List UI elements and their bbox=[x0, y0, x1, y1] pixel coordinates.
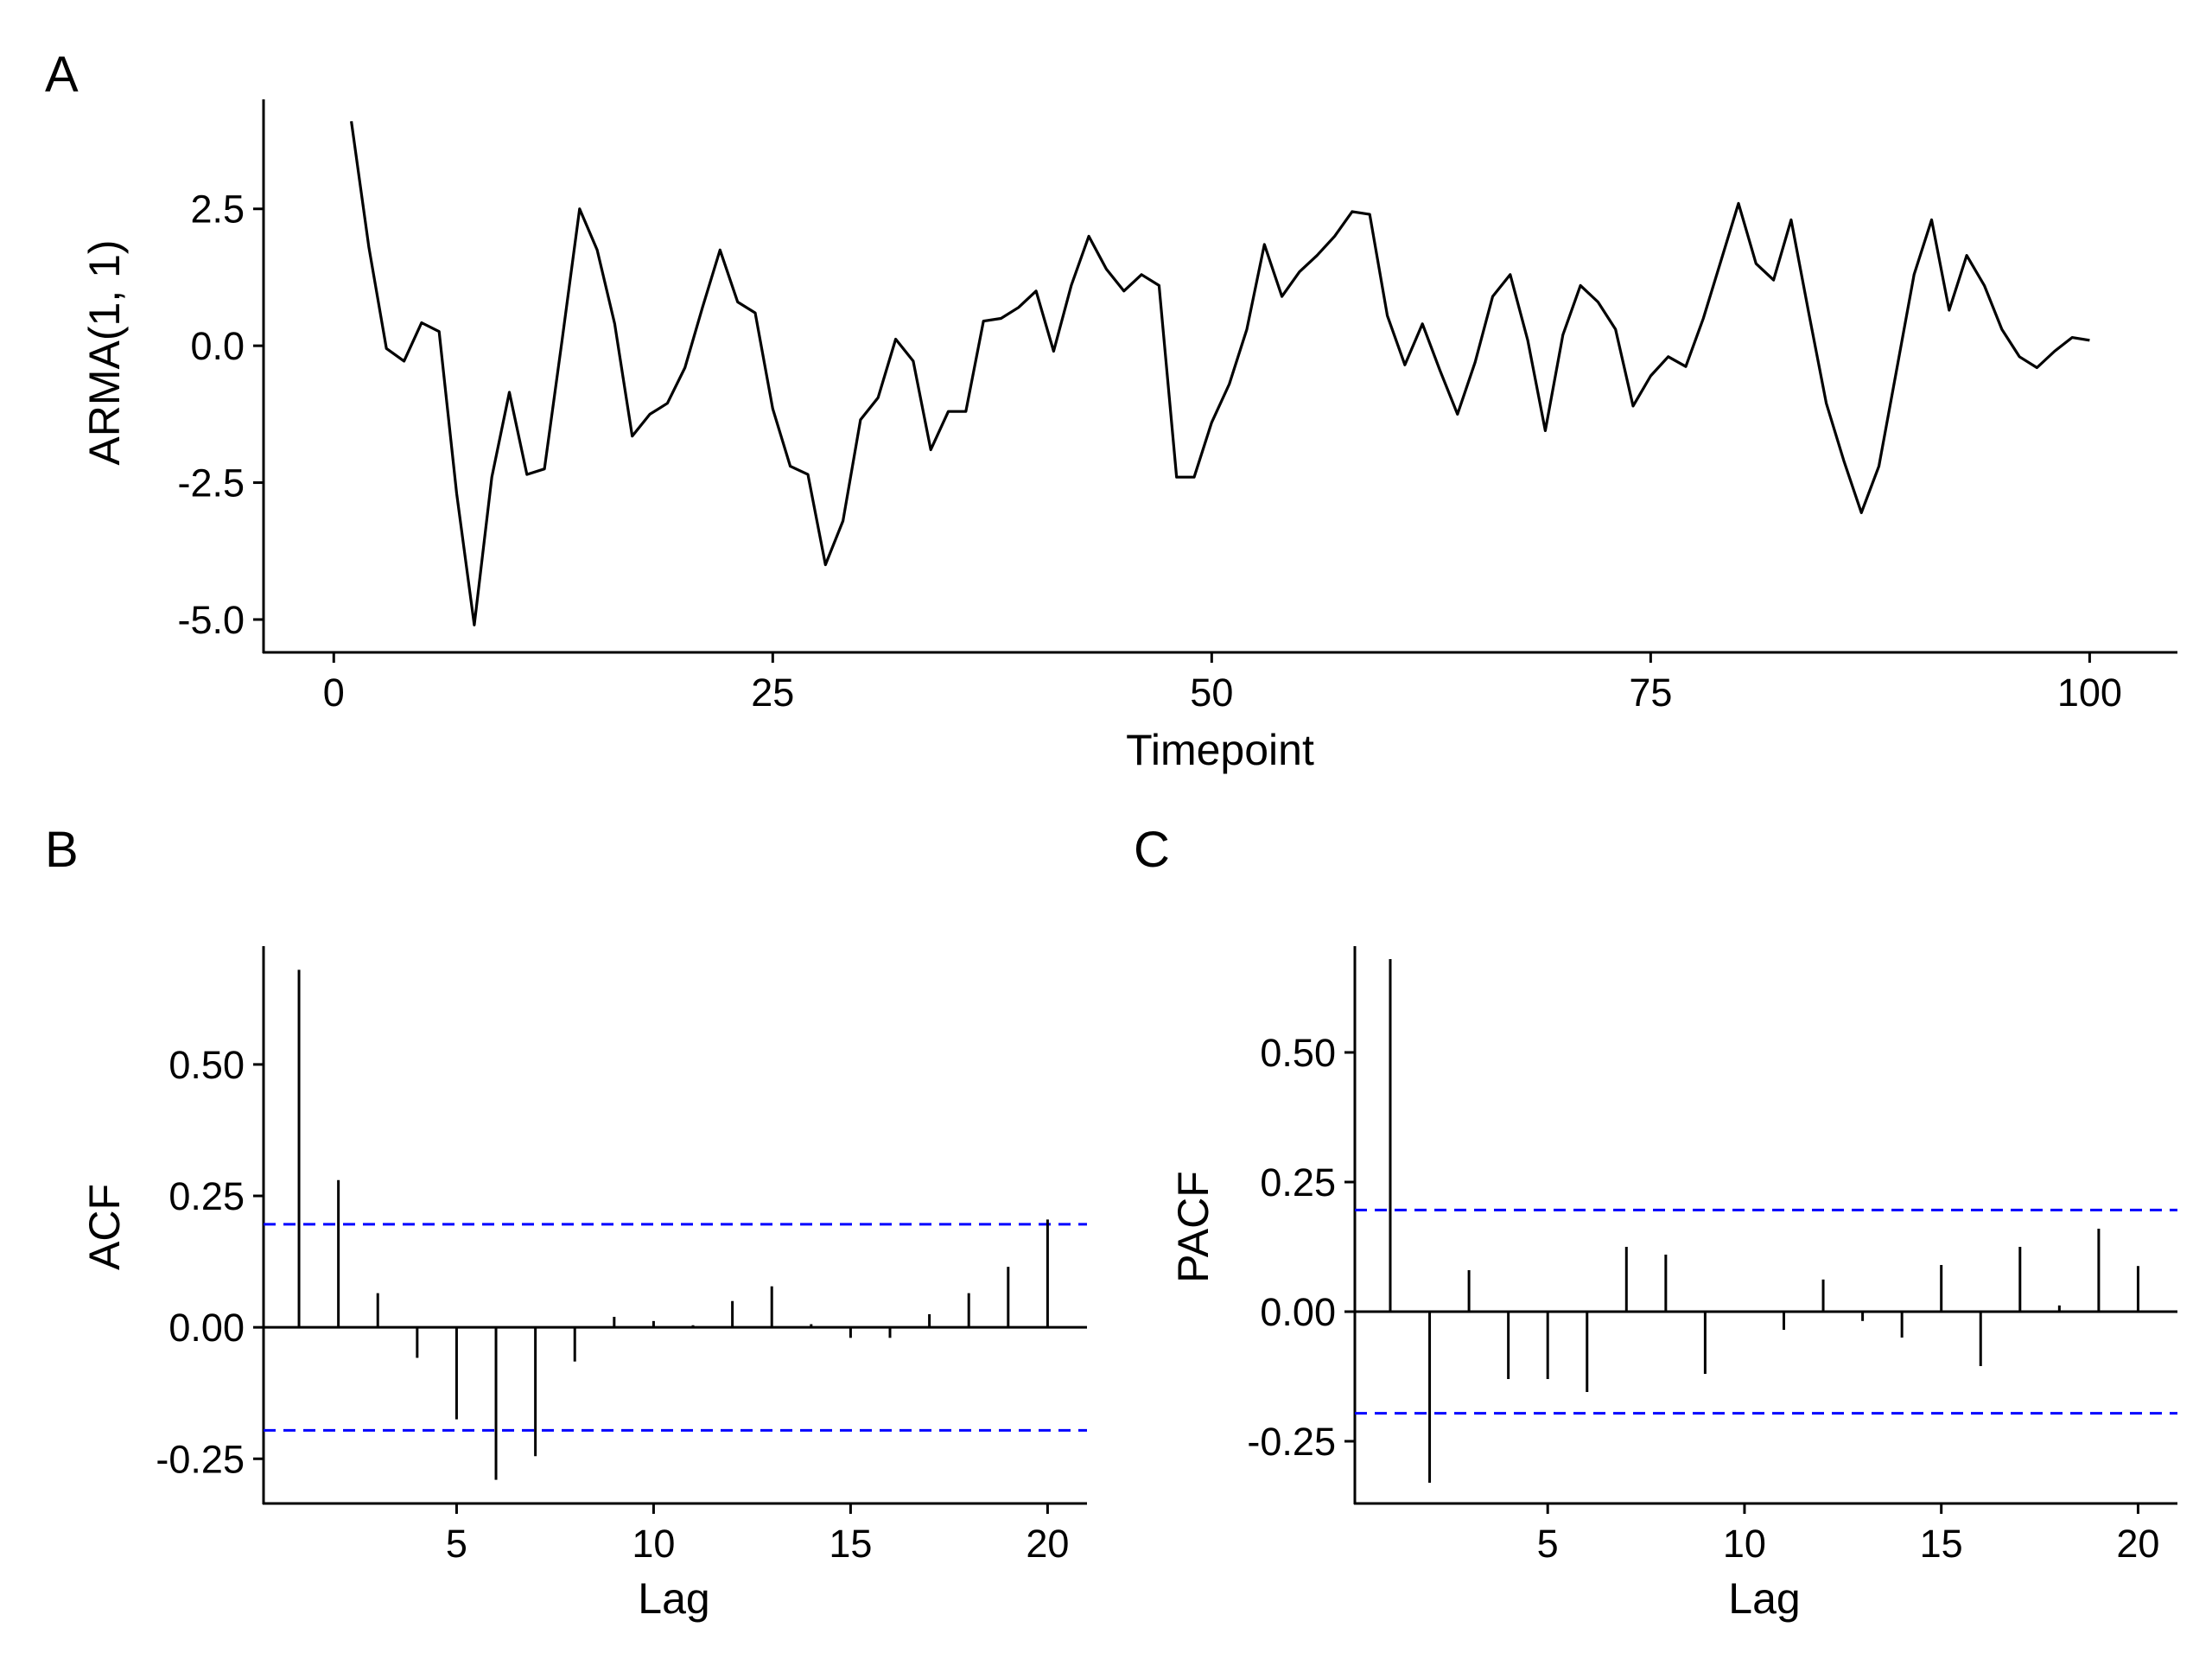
panel-a-y-tick-label: -2.5 bbox=[177, 461, 245, 505]
panel-c-label: C bbox=[1134, 822, 1170, 878]
panel-b-y-tick-label: 0.00 bbox=[168, 1306, 245, 1350]
panel-b-y-tick-label: 0.25 bbox=[168, 1174, 245, 1218]
panel-c-x-tick-label: 10 bbox=[1723, 1522, 1766, 1566]
panel-c-y-tick-label: -0.25 bbox=[1247, 1420, 1336, 1464]
panel-c-y-axis-title: PACF bbox=[1169, 1171, 1217, 1283]
panel-a-y-tick-label: 2.5 bbox=[190, 188, 245, 232]
panel-c-y-tick-label: 0.00 bbox=[1260, 1290, 1336, 1334]
panel-b-y-tick-label: 0.50 bbox=[168, 1043, 245, 1087]
panel-c-pacf: C Lag PACF 5 10 15 20 -0.25 0.00 0.25 0.50 bbox=[1134, 822, 2177, 1623]
panel-c-y-tick-label: 0.50 bbox=[1260, 1031, 1336, 1075]
panel-a-label: A bbox=[45, 47, 79, 103]
panel-b-label: B bbox=[45, 822, 79, 878]
panel-a-x-axis-title: Timepoint bbox=[1126, 726, 1314, 774]
panel-a-y-tick-label: -5.0 bbox=[177, 598, 245, 642]
panel-a-series-line bbox=[350, 121, 2090, 626]
panel-b-x-tick-label: 15 bbox=[829, 1522, 872, 1566]
panel-a-y-axis-title: ARMA(1, 1) bbox=[80, 239, 129, 465]
panel-a-x-tick-label: 0 bbox=[323, 671, 345, 715]
panel-c-y-tick-label: 0.25 bbox=[1260, 1160, 1336, 1205]
panel-b-y-axis-title: ACF bbox=[80, 1184, 129, 1270]
panel-a-x-tick-label: 75 bbox=[1629, 671, 1672, 715]
panel-c-x-tick-label: 20 bbox=[2116, 1522, 2159, 1566]
panel-a-x-tick-label: 100 bbox=[2057, 671, 2122, 715]
panel-a-x-tick-label: 50 bbox=[1190, 671, 1233, 715]
panel-b-acf: B Lag ACF 5 10 15 20 -0.25 0.00 0.25 0.50 bbox=[45, 822, 1087, 1623]
panel-b-x-tick-label: 10 bbox=[632, 1522, 675, 1566]
panel-a-y-tick-label: 0.0 bbox=[190, 324, 245, 368]
panel-b-x-axis-title: Lag bbox=[638, 1574, 709, 1623]
panel-c-x-axis-title: Lag bbox=[1728, 1574, 1800, 1623]
panel-a-x-tick-label: 25 bbox=[751, 671, 794, 715]
panel-a-time-series: A Timepoint ARMA(1, 1) 0 25 50 75 100 -5.0 -2.… bbox=[45, 47, 2177, 774]
panel-b-x-tick-label: 5 bbox=[446, 1522, 467, 1566]
panel-c-x-tick-label: 15 bbox=[1920, 1522, 1963, 1566]
panel-c-x-tick-label: 5 bbox=[1537, 1522, 1559, 1566]
panel-b-x-tick-label: 20 bbox=[1026, 1522, 1069, 1566]
panel-b-y-tick-label: -0.25 bbox=[156, 1437, 245, 1481]
